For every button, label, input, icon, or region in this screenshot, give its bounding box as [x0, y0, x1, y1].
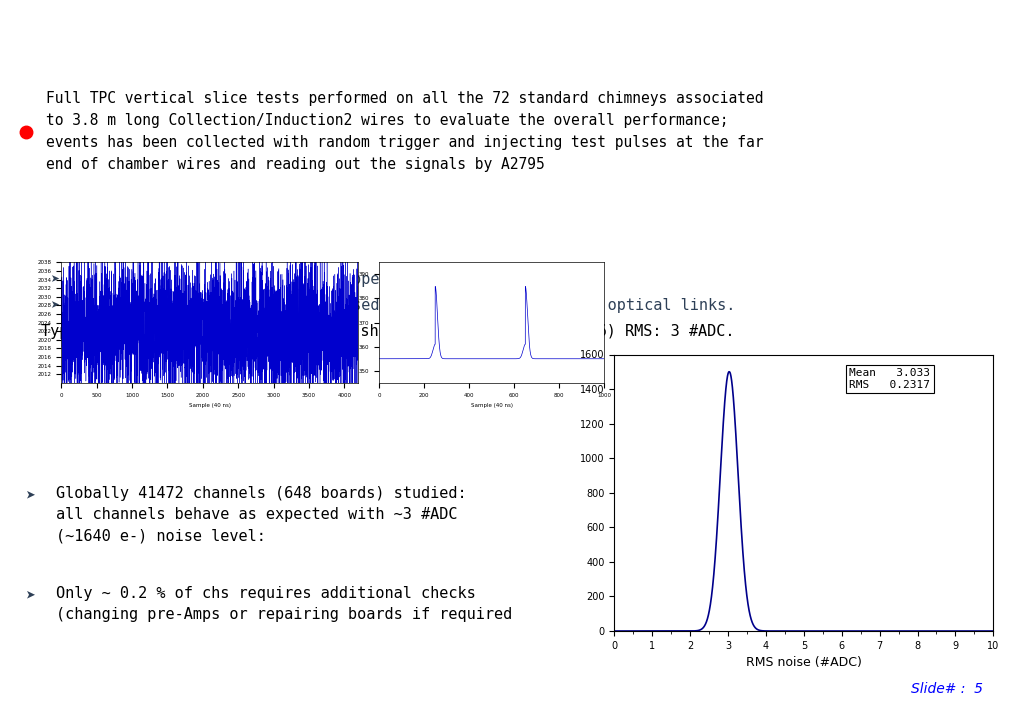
Text: ➤: ➤ — [26, 486, 36, 504]
Text: ➤ The new power supply modules properly connected;: ➤ The new power supply modules properly … — [51, 272, 508, 287]
Text: Slide# :  5: Slide# : 5 — [911, 682, 983, 696]
Text: Full TPC vertical slice tests performed on all the 72 standard chimneys associat: Full TPC vertical slice tests performed … — [46, 91, 764, 172]
Text: Vertical Slice test: 72 standard chimneys: Vertical Slice test: 72 standard chimney… — [160, 18, 864, 46]
X-axis label: Sample (40 ns): Sample (40 ns) — [470, 403, 513, 408]
X-axis label: RMS noise (#ADC): RMS noise (#ADC) — [745, 657, 862, 669]
Text: ➤: ➤ — [26, 586, 36, 604]
Text: Mean   3.033
RMS   0.2317: Mean 3.033 RMS 0.2317 — [849, 369, 931, 390]
Text: ➤ A server with one A3818 board used to receive data through optical links.: ➤ A server with one A3818 board used to … — [51, 298, 735, 313]
Text: Only ~ 0.2 % of chs requires additional checks
(changing pre-Amps or repairing b: Only ~ 0.2 % of chs requires additional … — [56, 586, 513, 623]
X-axis label: Sample (40 ns): Sample (40 ns) — [188, 403, 231, 408]
Text: Globally 41472 channels (648 boards) studied:
all channels behave as expected wi: Globally 41472 channels (648 boards) stu… — [56, 486, 467, 543]
Text: Typical baseline noise, test pulse shape (board 1, ch 27, EE16) RMS: 3 #ADC.: Typical baseline noise, test pulse shape… — [41, 324, 734, 339]
